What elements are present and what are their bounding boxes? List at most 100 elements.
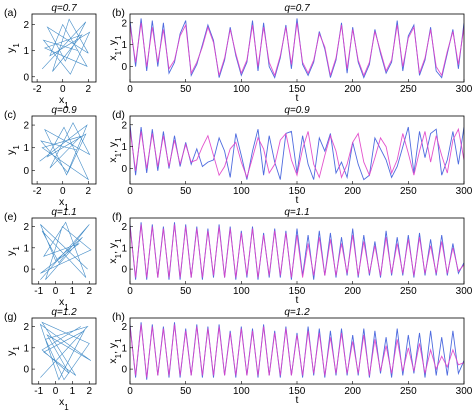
panel-title: q=0.9 xyxy=(51,105,77,116)
x-tick-label: 100 xyxy=(233,386,250,397)
y-tick-label: 2 xyxy=(23,121,29,132)
y-tick-label: 1 xyxy=(23,143,29,154)
panel-letter: (a) xyxy=(4,7,17,19)
x-tick-label: 250 xyxy=(400,286,417,297)
axes-frame xyxy=(31,317,97,385)
x-axis-label: t xyxy=(296,294,299,306)
x-tick-label: 0 xyxy=(60,84,66,95)
panel-f: 0 50 100 150 200 250 300 0 1 2 q=1.1 (f) t x1, y1 xyxy=(107,207,473,306)
panel-letter: (h) xyxy=(112,311,125,323)
x-tick-label: 200 xyxy=(344,386,361,397)
panel-c: -2 0 2 0 1 2 q=0.9 (c) x1 y1 xyxy=(4,105,97,212)
x-axis-label: x1 xyxy=(59,196,69,212)
axes-frame xyxy=(31,217,97,285)
y-tick-label: 1 xyxy=(121,142,127,153)
y-tick-label: 0 xyxy=(121,62,127,73)
panel-letter: (e) xyxy=(4,211,17,223)
panel-title: q=0.9 xyxy=(284,105,310,116)
x-tick-label: 0 xyxy=(53,386,59,397)
x-tick-label: -2 xyxy=(33,186,42,197)
series-line-1 xyxy=(39,122,91,181)
y-tick-label: 1 xyxy=(23,46,29,57)
y-axis-label: y1 xyxy=(5,246,21,256)
x-tick-label: 100 xyxy=(233,286,250,297)
x-tick-label: -1 xyxy=(34,286,43,297)
y-tick-label: 2 xyxy=(121,120,127,131)
y-tick-label: 2 xyxy=(23,322,29,333)
panel-title: q=0.7 xyxy=(51,3,77,14)
series-line-1 xyxy=(130,18,464,79)
x-tick-label: 250 xyxy=(400,84,417,95)
panel-a: -2 0 2 0 1 2 q=0.7 (a) x1 y1 xyxy=(4,3,97,110)
x-tick-label: 100 xyxy=(233,186,250,197)
x-tick-label: 200 xyxy=(344,84,361,95)
series-line-2 xyxy=(130,22,464,77)
x-tick-label: 200 xyxy=(344,286,361,297)
x-tick-label: 50 xyxy=(180,84,192,95)
series-line-2 xyxy=(130,324,464,378)
y-tick-label: 0 xyxy=(23,265,29,276)
y-tick-label: 2 xyxy=(121,18,127,29)
y-axis-label: x1, y1 xyxy=(107,137,123,163)
x-tick-label: 300 xyxy=(456,386,473,397)
x-tick-label: 50 xyxy=(180,286,192,297)
x-tick-label: 300 xyxy=(456,84,473,95)
x-tick-label: 0 xyxy=(60,186,66,197)
panel-title: q=0.7 xyxy=(284,3,310,14)
series-line-2 xyxy=(130,127,464,179)
x-tick-label: 150 xyxy=(289,84,306,95)
y-tick-label: 2 xyxy=(23,20,29,31)
y-tick-label: 2 xyxy=(121,322,127,333)
x-tick-label: 1 xyxy=(70,286,76,297)
series-line-1 xyxy=(40,221,92,280)
x-axis-label: t xyxy=(296,194,299,206)
x-axis-label: x1 xyxy=(59,396,69,410)
y-tick-label: 0 xyxy=(23,166,29,177)
panel-letter: (f) xyxy=(112,211,122,223)
series-line-1 xyxy=(41,18,91,75)
panel-title: q=1.2 xyxy=(51,307,77,318)
y-axis-label: y1 xyxy=(5,145,21,155)
series-line-1 xyxy=(130,322,464,380)
x-tick-label: 250 xyxy=(400,186,417,197)
x-tick-label: 2 xyxy=(86,186,92,197)
series-line-1 xyxy=(130,222,464,280)
y-axis-label: y1 xyxy=(5,346,21,356)
x-tick-label: -1 xyxy=(34,386,43,397)
x-tick-label: 0 xyxy=(127,186,133,197)
y-tick-label: 1 xyxy=(121,343,127,354)
y-axis-label: y1 xyxy=(5,43,21,53)
y-tick-label: 0 xyxy=(23,365,29,376)
panel-letter: (g) xyxy=(4,311,17,323)
panel-title: q=1.1 xyxy=(284,207,309,218)
y-axis-label: x1, y1 xyxy=(107,35,123,61)
series-line-1 xyxy=(130,124,464,181)
x-tick-label: 300 xyxy=(456,186,473,197)
panel-h: 0 50 100 150 200 250 300 0 1 2 q=1.2 (h) t x1, y1 xyxy=(107,307,473,406)
x-tick-label: 50 xyxy=(180,186,192,197)
x-tick-label: 2 xyxy=(86,84,92,95)
y-tick-label: 0 xyxy=(121,164,127,175)
x-tick-label: 150 xyxy=(289,386,306,397)
x-tick-label: 0 xyxy=(53,286,59,297)
x-tick-label: 0 xyxy=(127,386,133,397)
panel-b: 0 50 100 150 200 250 300 0 1 2 q=0.7 (b) t x1, y1 xyxy=(107,3,473,104)
x-tick-label: 100 xyxy=(233,84,250,95)
panel-letter: (b) xyxy=(112,7,125,19)
x-tick-label: 200 xyxy=(344,186,361,197)
y-axis-label: x1, y1 xyxy=(107,238,123,264)
x-tick-label: 150 xyxy=(289,286,306,297)
x-tick-label: 0 xyxy=(127,84,133,95)
y-tick-label: 0 xyxy=(23,72,29,83)
x-tick-label: 50 xyxy=(180,386,192,397)
x-tick-label: -2 xyxy=(33,84,42,95)
y-tick-label: 2 xyxy=(23,222,29,233)
x-axis-label: t xyxy=(296,92,299,104)
x-tick-label: 250 xyxy=(400,386,417,397)
panel-title: q=1.2 xyxy=(284,307,310,318)
y-tick-label: 2 xyxy=(121,222,127,233)
series-line-1 xyxy=(39,321,92,381)
